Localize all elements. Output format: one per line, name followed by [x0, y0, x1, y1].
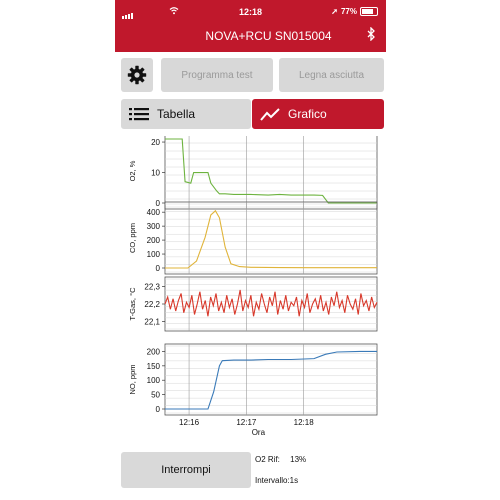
signal-icon — [122, 9, 134, 19]
y-tick-label: 400 — [147, 208, 161, 217]
trend-icon — [260, 108, 280, 121]
battery-percent: 77% — [340, 7, 357, 16]
y-tick-label: 20 — [151, 138, 160, 147]
o2-reference: O2 Rif: 13% — [255, 455, 306, 464]
tab-table[interactable]: Tabella — [121, 99, 251, 129]
y-tick-label: 300 — [147, 222, 161, 231]
o2-reference-value: 13% — [290, 455, 307, 464]
y-tick-label: 200 — [147, 347, 161, 356]
y-axis-label: NO, ppm — [128, 364, 137, 394]
y-axis-label: T-Gas, °C — [128, 287, 137, 321]
y-axis-label: O2, % — [128, 160, 137, 181]
y-tick-label: 10 — [151, 169, 160, 178]
x-tick-label: 12:16 — [179, 418, 200, 427]
series-line — [165, 138, 377, 204]
series-line — [165, 209, 377, 269]
bluetooth-icon[interactable] — [367, 27, 376, 41]
interval-label: Intervallo:1s — [255, 476, 299, 485]
y-tick-label: 150 — [147, 362, 161, 371]
y-tick-label: 0 — [156, 405, 161, 414]
chart-frame — [164, 343, 378, 416]
y-tick-label: 50 — [151, 391, 160, 400]
gear-icon — [127, 65, 147, 85]
tab-graph[interactable]: Grafico — [252, 99, 384, 129]
stop-button[interactable]: Interrompi — [121, 452, 251, 488]
chart-frame — [164, 136, 378, 210]
y-tick-label: 0 — [156, 199, 161, 208]
page-title: NOVA+RCU SN015004 — [205, 29, 332, 43]
y-tick-label: 200 — [147, 236, 161, 245]
y-axis-label: CO, ppm — [128, 223, 137, 253]
tab-table-label: Tabella — [157, 107, 196, 121]
test-program-button[interactable]: Programma test — [161, 58, 273, 92]
o2-reference-label: O2 Rif: — [255, 455, 280, 464]
header-bar: 12:18 ➚ 77% NOVA+RCU SN015004 — [115, 0, 386, 52]
status-bar: 12:18 ➚ 77% — [115, 6, 386, 20]
app-screen: 12:18 ➚ 77% NOVA+RCU SN015004 — [115, 0, 386, 500]
x-axis-label: Ora — [252, 428, 266, 437]
y-tick-label: 0 — [156, 264, 161, 273]
y-tick-label: 22,2 — [144, 300, 160, 309]
dry-wood-button[interactable]: Legna asciutta — [279, 58, 384, 92]
settings-button[interactable] — [121, 58, 153, 92]
wifi-icon — [169, 7, 179, 15]
y-tick-label: 100 — [147, 250, 161, 259]
y-tick-label: 100 — [147, 376, 161, 385]
y-tick-label: 22,3 — [144, 283, 160, 292]
status-time: 12:18 — [238, 7, 263, 17]
list-icon — [129, 108, 149, 121]
battery-icon — [360, 7, 378, 16]
series-line — [165, 350, 377, 410]
battery-indicator: ➚ 77% — [331, 7, 378, 16]
arrow-icon: ➚ — [331, 7, 338, 16]
tab-graph-label: Grafico — [288, 107, 327, 121]
x-tick-label: 12:18 — [294, 418, 315, 427]
y-tick-label: 22,1 — [144, 318, 160, 327]
x-tick-label: 12:17 — [236, 418, 257, 427]
chart-frame — [164, 201, 378, 275]
series-line — [164, 289, 378, 317]
